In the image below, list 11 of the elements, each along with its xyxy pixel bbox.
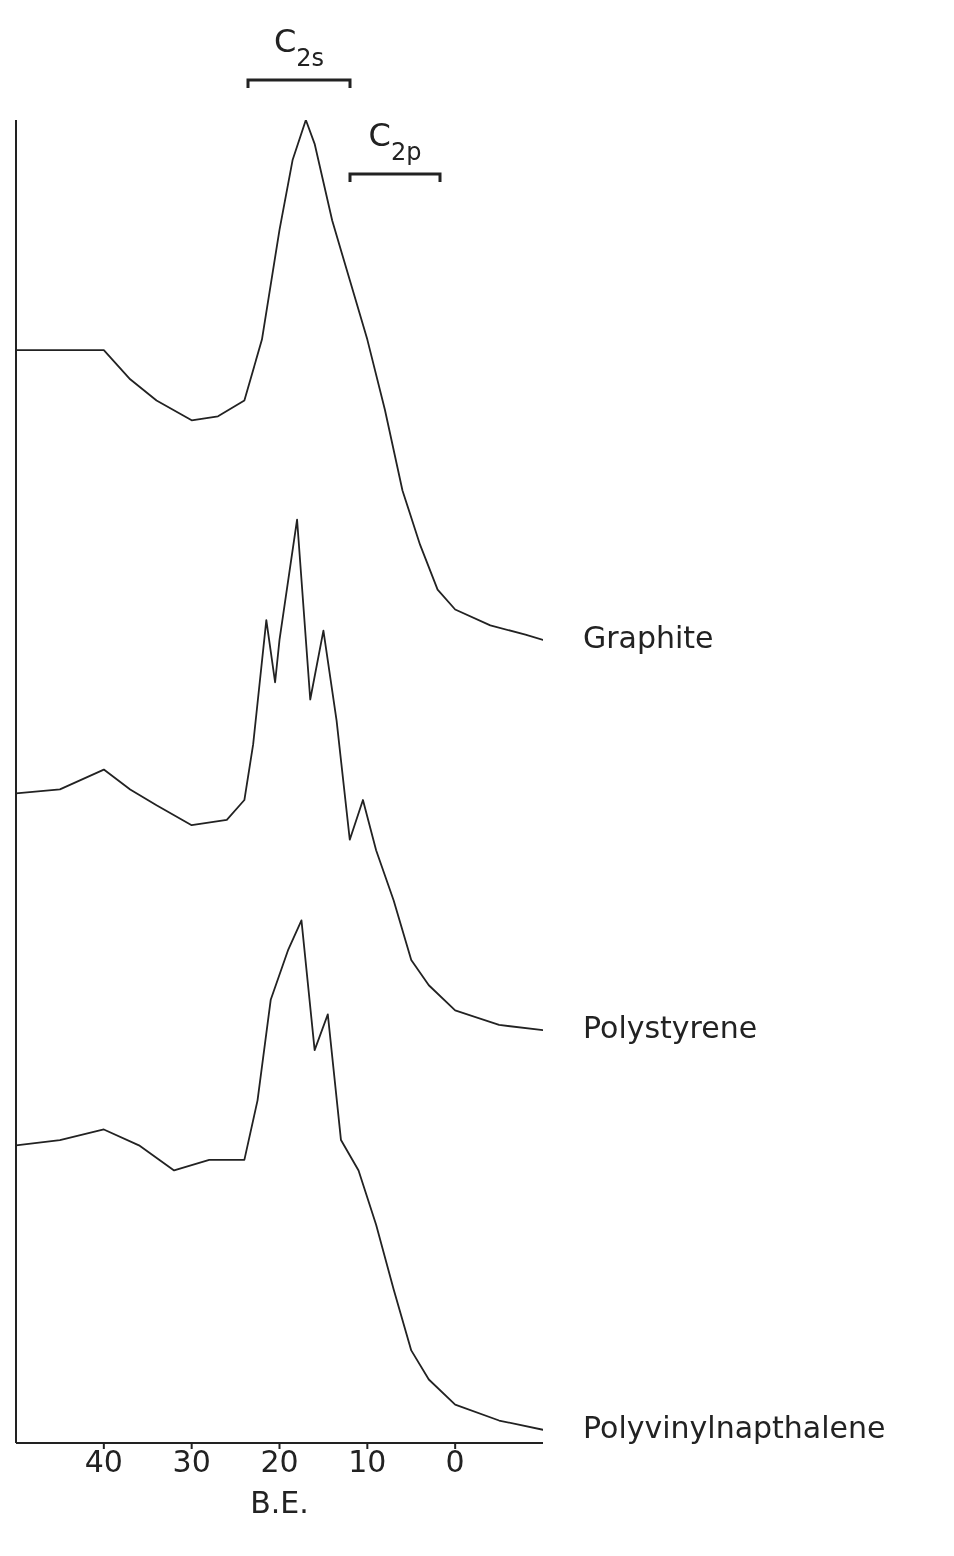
text: C$_{2s}$ xyxy=(273,22,325,72)
x-axis-title: B.E. xyxy=(250,1485,309,1520)
series-label: Polyvinylnapthalene xyxy=(583,1409,886,1445)
annotation: C$_{2p}$ xyxy=(368,116,422,166)
series-label: Graphite xyxy=(583,619,714,655)
x-tick-label: 40 xyxy=(84,1444,123,1480)
series-label: Polystyrene xyxy=(583,1010,758,1046)
x-tick-label: 30 xyxy=(172,1444,211,1480)
x-tick-label: 0 xyxy=(445,1444,465,1480)
x-tick-label: 10 xyxy=(348,1444,387,1480)
x-tick-label: 20 xyxy=(260,1444,299,1480)
